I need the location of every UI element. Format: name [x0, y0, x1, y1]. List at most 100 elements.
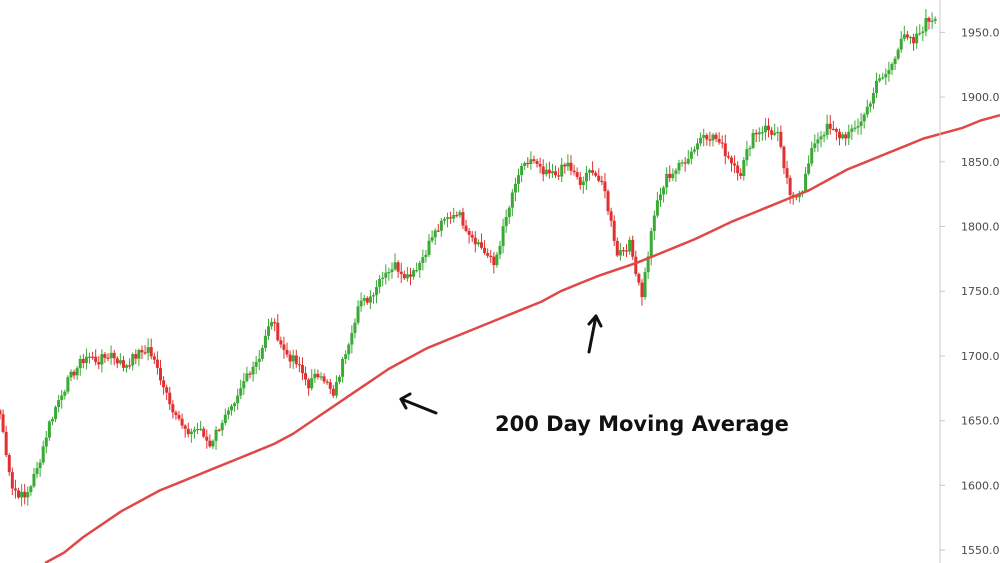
- candle: [726, 151, 730, 160]
- candle: [57, 394, 61, 413]
- candle: [563, 162, 567, 174]
- candle: [436, 224, 440, 233]
- candle: [899, 31, 903, 53]
- candle: [0, 409, 2, 420]
- candle: [155, 351, 159, 375]
- candle: [205, 429, 209, 449]
- candle: [831, 120, 835, 131]
- candle: [591, 161, 595, 176]
- candle: [220, 419, 224, 436]
- candle: [35, 461, 39, 479]
- candle: [625, 243, 629, 258]
- candle: [557, 167, 561, 181]
- candle: [245, 366, 249, 383]
- candle: [658, 187, 662, 207]
- candle: [242, 372, 246, 395]
- candle: [711, 133, 715, 147]
- candle: [109, 345, 113, 365]
- candle: [236, 388, 240, 410]
- y-tick-label: 1950.00: [961, 26, 1000, 39]
- candle: [588, 168, 592, 181]
- candle: [875, 72, 879, 98]
- candle: [344, 350, 348, 365]
- candle: [381, 271, 385, 287]
- candle: [66, 375, 70, 395]
- candle: [473, 231, 477, 253]
- candle: [550, 163, 554, 178]
- candle: [211, 439, 215, 450]
- candle: [50, 416, 54, 426]
- candle: [291, 349, 295, 370]
- candle: [17, 487, 21, 499]
- candle: [692, 146, 696, 155]
- candle: [267, 318, 271, 340]
- candle: [878, 74, 882, 83]
- candle: [297, 356, 301, 373]
- candle: [782, 145, 786, 174]
- candle: [696, 138, 700, 156]
- candle: [606, 189, 610, 216]
- candle: [609, 207, 613, 227]
- candle: [362, 294, 366, 306]
- candle: [189, 428, 193, 443]
- candle: [356, 300, 360, 326]
- candle: [912, 33, 916, 51]
- candle: [652, 210, 656, 241]
- candle: [387, 267, 391, 281]
- candle: [282, 336, 286, 359]
- candle: [569, 155, 573, 176]
- candle: [174, 410, 178, 420]
- candle: [226, 407, 230, 420]
- candle: [853, 120, 857, 132]
- candle: [655, 191, 659, 218]
- candle: [248, 371, 252, 379]
- candle: [393, 253, 397, 271]
- candle: [810, 141, 814, 167]
- candle: [442, 216, 446, 225]
- candle: [640, 279, 644, 306]
- candle: [347, 342, 351, 361]
- candle: [162, 376, 166, 395]
- candle: [32, 467, 36, 489]
- y-tick-label: 1850.00: [961, 156, 1000, 169]
- candle: [171, 400, 175, 419]
- candle: [251, 361, 255, 382]
- candle: [924, 9, 928, 37]
- candle: [807, 155, 811, 176]
- candle: [825, 114, 829, 140]
- candle: [328, 378, 332, 394]
- candle: [464, 219, 468, 233]
- candle: [887, 61, 891, 82]
- candle: [75, 366, 79, 380]
- candle: [350, 325, 354, 354]
- candle: [844, 131, 848, 146]
- candle: [918, 24, 922, 36]
- candle: [461, 207, 465, 230]
- candle: [902, 25, 906, 42]
- candle: [260, 344, 264, 362]
- candle: [300, 357, 304, 381]
- candle: [671, 168, 675, 182]
- candle: [779, 125, 783, 149]
- candle: [760, 126, 764, 141]
- candle: [871, 87, 875, 110]
- candle: [838, 128, 842, 146]
- candle: [736, 161, 740, 181]
- candle: [390, 262, 394, 279]
- candle: [365, 296, 369, 305]
- candle: [208, 434, 212, 448]
- candle: [273, 318, 277, 332]
- candle: [689, 147, 693, 165]
- moving-average-annotation-label: 200 Day Moving Average: [495, 412, 789, 436]
- y-tick-label: 1600.00: [961, 479, 1000, 492]
- candle: [331, 384, 335, 398]
- candle: [449, 211, 453, 224]
- candle: [239, 379, 243, 400]
- candle: [729, 155, 733, 172]
- candle: [202, 426, 206, 439]
- candle: [699, 132, 703, 147]
- candle: [483, 240, 487, 255]
- candle: [310, 369, 314, 391]
- candle: [816, 132, 820, 152]
